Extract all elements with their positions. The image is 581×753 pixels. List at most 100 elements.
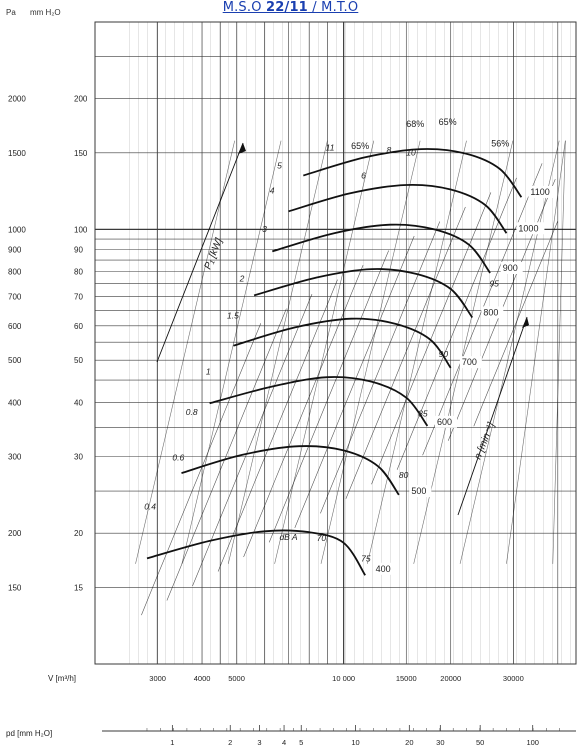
power-label: 10: [406, 147, 416, 157]
y-tick-pa: 900: [8, 245, 22, 254]
title-part-1: M.S.O: [222, 0, 266, 15]
speed-axis-label: n [min⁻¹]: [473, 421, 498, 461]
power-label: 11: [326, 142, 335, 152]
efficiency-label: 65%: [439, 117, 457, 127]
system-lines: [135, 140, 566, 616]
pd-tick-label: 10: [351, 738, 359, 747]
system-line: [473, 220, 559, 427]
power-line: [367, 140, 467, 564]
y-tick-pa: 300: [8, 453, 22, 462]
power-label: 0.8: [186, 407, 198, 417]
speed-label-bg: [373, 562, 396, 575]
chart-title: M.S.O 22/11 / M.T.O: [0, 0, 581, 15]
power-line: [135, 140, 235, 564]
power-line: [274, 140, 375, 564]
y-axis-units-mm: mm H₂O: [30, 8, 61, 17]
power-label: 5: [277, 161, 282, 171]
pd-tick-label: 30: [436, 738, 444, 747]
y-tick-mm: 150: [74, 149, 88, 158]
speed-curves: [146, 148, 523, 576]
x-tick-label: 5000: [228, 674, 245, 683]
speed-label-bg: [528, 185, 557, 198]
y-tick-pa: 800: [8, 267, 22, 276]
power-line: [227, 140, 328, 564]
power-label: 2: [239, 274, 245, 284]
efficiency-label: 65%: [351, 141, 369, 151]
speed-label: 600: [437, 417, 452, 427]
speed-curve-1000: [288, 183, 508, 234]
pd-tick-label: 20: [405, 738, 413, 747]
noise-label: 90: [439, 349, 449, 359]
power-label: 1: [206, 367, 211, 377]
power-line: [552, 140, 566, 564]
speed-label: 1100: [530, 187, 549, 197]
y-tick-mm: 20: [74, 529, 83, 538]
y-tick-mm: 100: [74, 225, 88, 234]
speed-label: 400: [376, 564, 391, 574]
x-axis-label: V [m³/h]: [48, 674, 76, 683]
efficiency-label: 56%: [491, 139, 509, 149]
y-tick-pa: 200: [8, 529, 22, 538]
pd-tick-label: 2: [228, 738, 232, 747]
y-tick-pa: 700: [8, 293, 22, 302]
y-tick-mm: 50: [74, 356, 83, 365]
system-line: [447, 178, 556, 441]
y-tick-mm: 60: [74, 322, 83, 331]
speed-label: 700: [462, 357, 477, 367]
system-line: [396, 177, 517, 470]
x-tick-label: 20000: [440, 674, 461, 683]
speed-label-bg: [459, 356, 482, 369]
y-tick-mm: 80: [74, 267, 83, 276]
power-label: 0.4: [144, 501, 156, 511]
speed-label: 800: [483, 307, 498, 317]
system-line: [243, 264, 364, 558]
noise-label: 75: [361, 554, 371, 564]
power-axis-arrow: [156, 142, 244, 363]
speed-label-bg: [500, 262, 523, 275]
power-line: [181, 140, 282, 564]
pd-tick-label: 5: [299, 738, 303, 747]
system-line: [345, 206, 466, 499]
pd-axis-label: pd [mm H₂O]: [6, 729, 52, 738]
power-line: [320, 140, 421, 564]
speed-curve-1100: [303, 148, 523, 198]
x-tick-label: 10 000: [332, 674, 355, 683]
y-tick-pa: 600: [8, 322, 22, 331]
speed-curve-400: [146, 529, 366, 576]
power-label: 0.6: [172, 452, 184, 462]
system-line: [294, 235, 415, 529]
noise-label: 80: [399, 470, 409, 480]
power-label: 6: [361, 170, 366, 180]
noise-label: 70: [317, 533, 327, 543]
speed-label-bg: [434, 415, 457, 428]
speed-label-bg: [409, 485, 432, 498]
system-line: [320, 221, 441, 514]
system-line: [268, 250, 389, 543]
system-line: [141, 323, 262, 616]
y-tick-pa: 1000: [8, 225, 26, 234]
speed-label: 1000: [518, 223, 538, 233]
speed-label: 500: [411, 486, 426, 496]
y-tick-mm: 40: [74, 398, 83, 407]
power-label: 1.5: [227, 310, 239, 320]
speed-curve-600: [209, 376, 429, 427]
x-tick-label: 15000: [396, 674, 417, 683]
x-tick-label: 4000: [194, 674, 211, 683]
speed-arrowhead: [522, 317, 529, 328]
speed-label-bg: [516, 222, 545, 235]
speed-axis-arrow: [457, 316, 528, 516]
noise-label: 95: [489, 279, 499, 289]
y-tick-pa: 1500: [8, 149, 26, 158]
y-tick-pa: 400: [8, 398, 22, 407]
pd-tick-label: 50: [476, 738, 484, 747]
power-line: [459, 140, 560, 564]
title-part-3: / M.T.O: [307, 0, 359, 15]
system-line: [422, 163, 543, 456]
speed-curve-800: [253, 268, 474, 319]
y-tick-pa: 500: [8, 356, 22, 365]
y-tick-mm: 200: [74, 95, 88, 104]
speed-curve-500: [181, 445, 400, 496]
x-tick-label: 3000: [149, 674, 166, 683]
power-arrowhead: [238, 143, 246, 154]
